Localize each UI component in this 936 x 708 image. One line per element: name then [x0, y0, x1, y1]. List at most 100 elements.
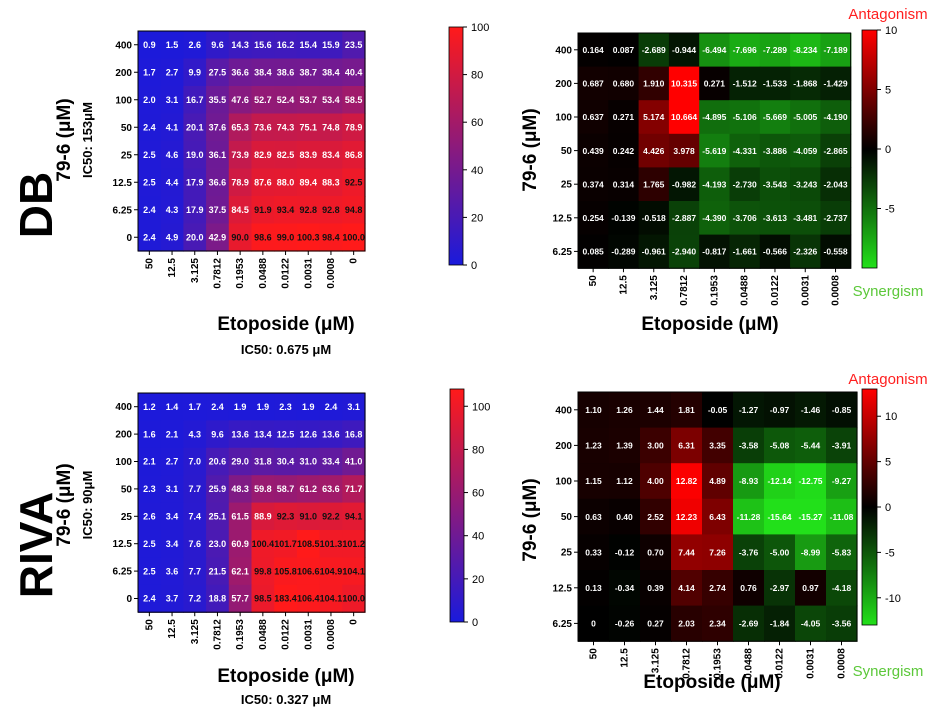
cell-value-label: 0.687: [583, 79, 605, 89]
colorbar: [861, 388, 878, 626]
heatmap-cell: [319, 86, 343, 115]
cell-value-label: 0.314: [613, 179, 635, 189]
cell-value-label: 105.8: [274, 566, 297, 576]
x-tick-label: 3.125: [651, 648, 662, 673]
cell-value-label: -4.059: [793, 146, 817, 156]
cell-value-label: -0.817: [702, 247, 726, 257]
cell-value-label: 61.5: [231, 512, 249, 522]
cell-value-label: 30.4: [277, 457, 295, 467]
heatmap-cell: [733, 427, 765, 464]
heatmap-cell: [668, 234, 700, 269]
x-tick-label: 0: [349, 619, 360, 625]
cell-value-label: 2.4: [143, 232, 156, 242]
y-tick-label: 6.25: [113, 205, 133, 216]
cell-value-label: 6.43: [709, 512, 726, 522]
heatmap-cell: [160, 168, 184, 197]
heatmap-cell: [608, 33, 640, 68]
heatmap-cell: [206, 141, 230, 170]
x-tick-label: 50: [144, 258, 155, 270]
heatmap-cell: [820, 66, 852, 101]
db-viability-heatmap: 0.9 1.5 2.6 9.6 14.3 15.6 16.2 15.4 15.9 23.5 1.7 2…: [54, 22, 489, 357]
cell-value-label: -0.518: [642, 213, 666, 223]
heatmap-cell: [296, 584, 321, 613]
y-tick-label: 100: [555, 113, 572, 124]
heatmap-cell: [319, 530, 343, 558]
cell-value-label: 2.74: [709, 583, 726, 593]
cell-value-label: -3.91: [832, 441, 852, 451]
heatmap-cell: [228, 141, 253, 170]
heatmap-cell: [342, 196, 366, 225]
heatmap-cell: [609, 605, 641, 642]
cell-value-label: -5.106: [733, 112, 757, 122]
cell-value-label: 106.6: [297, 566, 320, 576]
x-tick-label: 0: [349, 258, 360, 264]
cell-value-label: 1.9: [257, 402, 270, 412]
heatmap-cell: [228, 447, 253, 476]
heatmap-cell: [668, 33, 700, 68]
cell-value-label: -11.28: [737, 512, 761, 522]
cell-value-label: 47.6: [231, 95, 249, 105]
heatmap-cell: [251, 196, 275, 225]
heatmap-cell: [160, 530, 184, 558]
cell-value-label: 9.6: [211, 40, 224, 50]
y-tick-label: 50: [121, 123, 133, 134]
x-axis-ic50-label: IC50: 0.327 μM: [241, 692, 331, 707]
cell-value-label: 15.4: [299, 40, 317, 50]
heatmap-cell: [183, 502, 207, 531]
heatmap-cell: [342, 86, 366, 115]
x-tick-label: 50: [589, 648, 600, 660]
x-tick-label: 50: [144, 619, 155, 631]
heatmap-cell: [578, 392, 610, 429]
colorbar: [448, 26, 464, 266]
cell-value-label: 0.76: [740, 583, 757, 593]
heatmap-cell: [342, 168, 366, 197]
y-axis-ic50-label: IC50: 90μM: [80, 471, 95, 540]
heatmap-cell: [826, 392, 858, 429]
cell-value-label: 15.6: [254, 40, 272, 50]
cell-value-label: 2.5: [143, 150, 156, 160]
heatmap-cell: [795, 463, 827, 500]
cell-value-label: -4.193: [702, 179, 726, 189]
heatmap-cell: [296, 223, 321, 252]
heatmap-cell: [699, 66, 731, 101]
heatmap-cell: [668, 66, 700, 101]
heatmap-cell: [342, 420, 366, 449]
cell-value-label: 42.9: [209, 232, 227, 242]
heatmap-cell: [251, 393, 275, 421]
cell-value-label: 74.3: [277, 122, 295, 132]
cell-value-label: 61.2: [299, 484, 317, 494]
cell-value-label: 58.5: [345, 95, 363, 105]
y-tick-label: 12.5: [113, 539, 133, 550]
heatmap-cell: [206, 223, 230, 252]
cell-value-label: 0.70: [647, 547, 664, 557]
heatmap-cell: [183, 141, 207, 170]
cell-value-label: 104.9: [320, 566, 343, 576]
heatmap-cell: [759, 201, 791, 236]
heatmap-frame: [137, 392, 366, 613]
heatmap-cell: [138, 475, 162, 504]
heatmap-cell: [668, 167, 700, 202]
colorbar-tick-label: 80: [472, 444, 484, 456]
cell-value-label: 1.81: [678, 405, 695, 415]
cell-value-label: 98.6: [254, 232, 272, 242]
heatmap-cell: [668, 100, 700, 135]
cell-value-label: 33.4: [322, 457, 340, 467]
heatmap-cell: [608, 234, 640, 269]
colorbar-tick-label: -10: [885, 593, 901, 605]
colorbar-tick-label: 60: [472, 488, 484, 500]
cell-value-label: 2.1: [166, 429, 179, 439]
cell-value-label: 31.0: [299, 457, 317, 467]
cell-value-label: 1.15: [585, 476, 602, 486]
cell-value-label: 16.8: [345, 429, 363, 439]
cell-value-label: 7.4: [188, 512, 201, 522]
cell-value-label: -7.289: [763, 45, 787, 55]
cell-value-label: 9.9: [188, 67, 201, 77]
heatmap-cell: [759, 133, 791, 168]
cell-value-label: 2.4: [211, 402, 224, 412]
cell-value-label: -8.234: [793, 45, 817, 55]
cell-value-label: 10.664: [671, 112, 697, 122]
heatmap-cell: [638, 201, 670, 236]
heatmap-cell: [296, 31, 321, 60]
cell-value-label: 38.6: [277, 67, 295, 77]
cell-value-label: 1.9: [302, 402, 315, 412]
